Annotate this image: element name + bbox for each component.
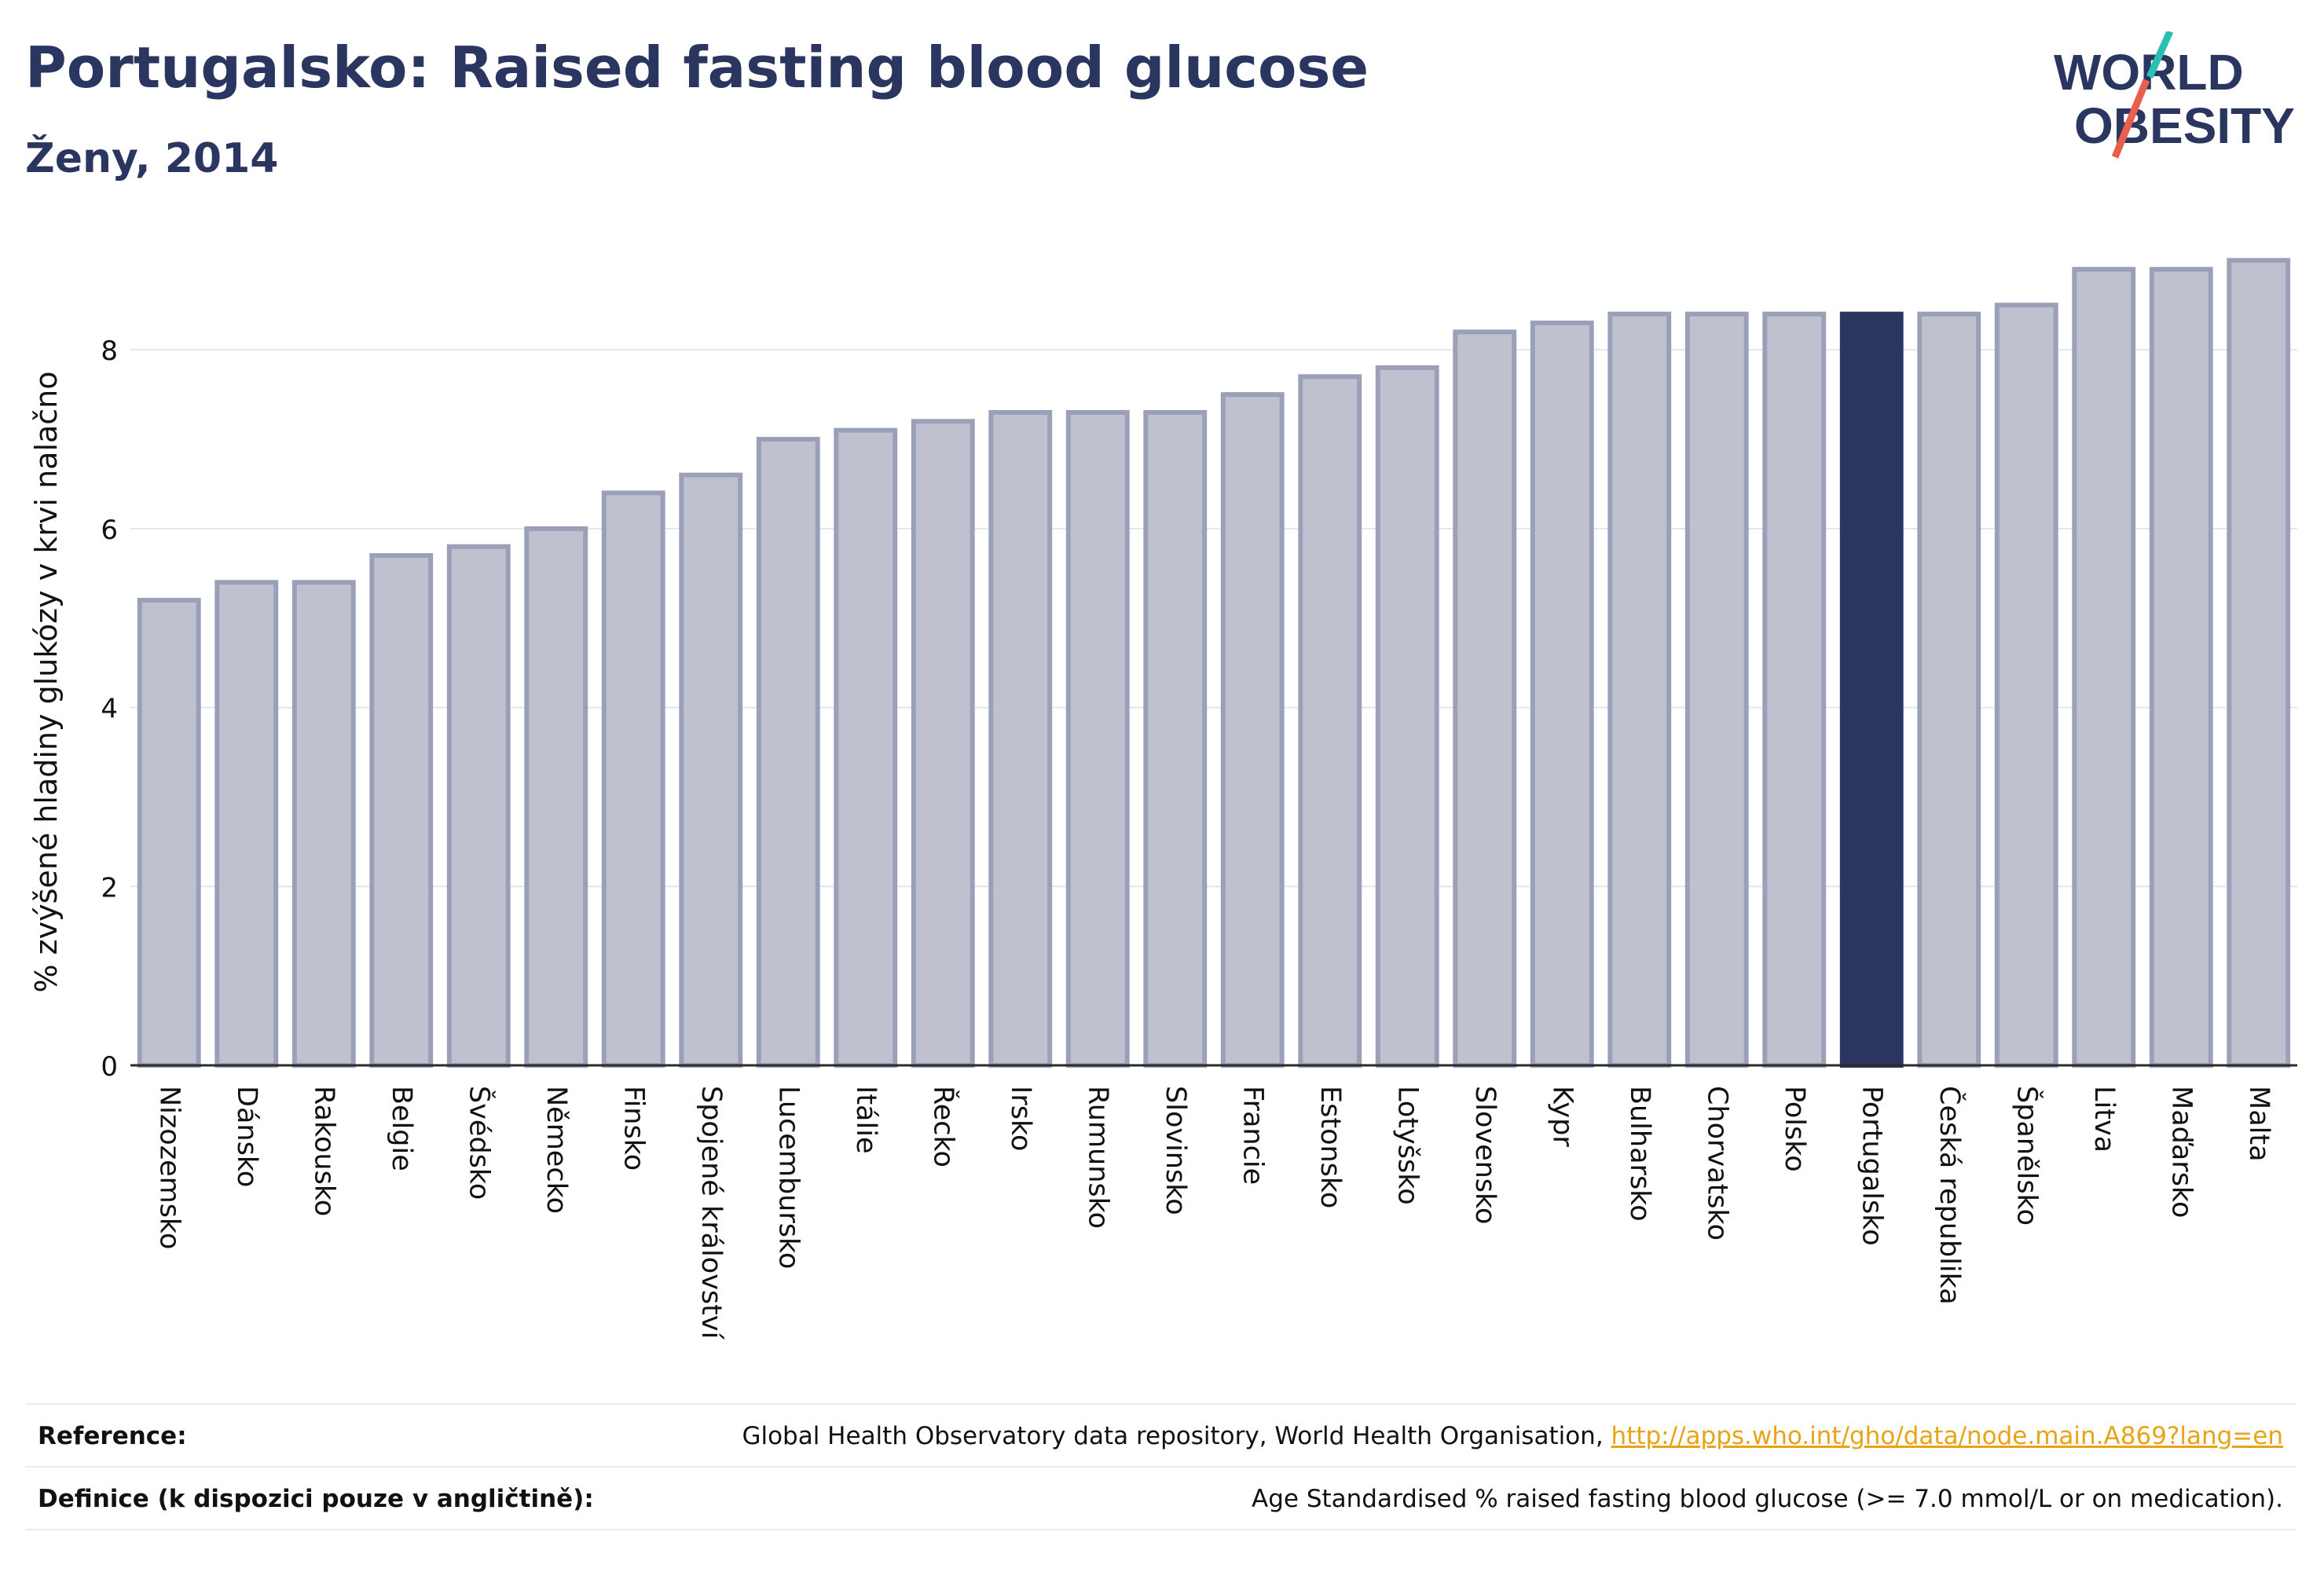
- x-tick-label: Švédsko: [463, 1086, 496, 1200]
- definition-value: Age Standardised % raised fasting blood …: [1252, 1485, 2283, 1513]
- bar: [524, 526, 588, 1068]
- x-tick-label: Irsko: [1005, 1086, 1036, 1151]
- bar: [679, 472, 743, 1068]
- x-tick-label: Polsko: [1779, 1086, 1810, 1172]
- reference-link[interactable]: http://apps.who.int/gho/data/node.main.A…: [1611, 1422, 2283, 1450]
- reference-label: Reference:: [38, 1422, 187, 1450]
- bar: [2072, 266, 2136, 1068]
- reference-value: Global Health Observatory data repositor…: [742, 1422, 2283, 1450]
- bar: [1607, 311, 1672, 1068]
- footer-bottom-rule: [25, 1529, 2296, 1530]
- bar: [756, 437, 820, 1068]
- x-tick-label: Bulharsko: [1624, 1086, 1655, 1222]
- x-tick-label: Maďarsko: [2165, 1086, 2197, 1218]
- x-tick-label: Francie: [1237, 1086, 1268, 1185]
- x-tick-label: Řecko: [927, 1086, 960, 1167]
- bar: [1375, 365, 1439, 1068]
- x-tick-label: Malta: [2243, 1086, 2275, 1162]
- footer-definition-row: Definice (k dispozici pouze v angličtině…: [25, 1466, 2296, 1530]
- y-tick-label: 6: [101, 515, 118, 546]
- x-tick-label: Chorvatsko: [1701, 1086, 1732, 1241]
- x-tick-label: Dánsko: [231, 1086, 262, 1187]
- y-axis-title: % zvýšené hladiny glukózy v krvi nalačno: [29, 371, 64, 992]
- bar: [369, 553, 434, 1068]
- bar: [1917, 311, 1981, 1068]
- bar: [1530, 321, 1594, 1068]
- bar: [1143, 409, 1208, 1068]
- page-subtitle: Ženy, 2014: [25, 135, 279, 182]
- footer-reference-row: Reference: Global Health Observatory dat…: [25, 1403, 2296, 1468]
- x-tick-label: Slovensko: [1469, 1086, 1501, 1224]
- x-tick-label: Belgie: [386, 1086, 417, 1171]
- x-tick-label: Rumunsko: [1082, 1086, 1113, 1229]
- x-tick-label: Estonsko: [1314, 1086, 1346, 1208]
- logo-slash-teal: [2146, 31, 2174, 79]
- bar: [446, 544, 511, 1068]
- bar: [291, 580, 356, 1068]
- x-tick-label: Slovinsko: [1160, 1086, 1191, 1215]
- x-tick-label: Lotyšsko: [1391, 1086, 1423, 1205]
- bar: [1762, 311, 1827, 1068]
- bar: [1453, 329, 1517, 1068]
- y-tick-label: 4: [101, 694, 118, 725]
- bar: [911, 419, 975, 1068]
- y-tick-labels: 0 2 4 6 8: [101, 335, 118, 1083]
- y-tick-label: 0: [101, 1051, 118, 1083]
- bar: [2227, 258, 2291, 1068]
- bars: [137, 258, 2291, 1068]
- x-tick-label: Rakousko: [308, 1086, 339, 1216]
- logo-slash-red: [2111, 79, 2150, 159]
- x-tick-label: Kypr: [1546, 1086, 1578, 1147]
- y-tick-label: 2: [101, 872, 118, 903]
- y-tick-label: 8: [101, 335, 118, 367]
- bar: [1994, 302, 2058, 1068]
- x-tick-label: Spojené království: [695, 1086, 727, 1340]
- bar: [2149, 266, 2213, 1068]
- page-title: Portugalsko: Raised fasting blood glucos…: [25, 35, 1369, 101]
- bar: [1220, 392, 1285, 1068]
- x-tick-label: Španělsko: [2011, 1086, 2044, 1226]
- x-tick-label: Itálie: [850, 1086, 882, 1153]
- bar: [214, 580, 279, 1068]
- world-obesity-logo: WORLD OBESITY: [2054, 31, 2295, 159]
- bar: [1684, 311, 1749, 1068]
- x-tick-label: Lucembursko: [772, 1086, 804, 1269]
- x-tick-label: Finsko: [618, 1086, 649, 1171]
- x-tick-label: Portugalsko: [1856, 1086, 1887, 1246]
- x-tick-label: Litva: [2088, 1086, 2120, 1153]
- x-tick-labels: Nizozemsko Dánsko Rakousko Belgie Švédsko Něm…: [153, 1086, 2275, 1340]
- bar-chart: 0 2 4 6 8 Nizozemsko Dánsko Rakousko Belgie Švéd…: [29, 258, 2297, 1340]
- x-tick-label: Nizozemsko: [153, 1086, 185, 1249]
- definition-label: Definice (k dispozici pouze v angličtině…: [38, 1485, 594, 1513]
- logo-line2: OBESITY: [2074, 97, 2295, 154]
- bar-highlight: [1839, 311, 1904, 1068]
- bar: [601, 490, 665, 1068]
- x-tick-label: Česká republika: [1934, 1086, 1967, 1305]
- bar: [1298, 374, 1362, 1068]
- bar: [137, 598, 201, 1068]
- bar: [834, 427, 898, 1068]
- bar: [1065, 409, 1130, 1068]
- reference-text: Global Health Observatory data repositor…: [742, 1422, 1611, 1450]
- bar: [988, 409, 1053, 1068]
- x-tick-label: Německo: [541, 1086, 572, 1214]
